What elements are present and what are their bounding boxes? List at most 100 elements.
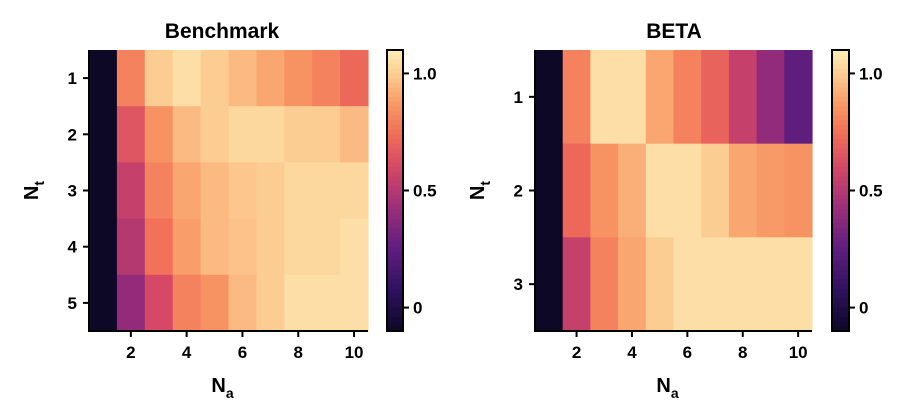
heatmap-cell-r2-c9 — [312, 106, 341, 163]
heatmap-cell-r5-c1 — [89, 274, 118, 332]
colorbar-segment — [387, 68, 403, 75]
colorbar-segment — [387, 171, 403, 178]
heatmap-cell-r1-c8 — [728, 50, 758, 145]
colorbar-segment — [387, 279, 403, 285]
y-tick-label: 1 — [514, 88, 523, 107]
colorbar-segment — [832, 195, 849, 201]
heatmap-cell-r1-c2 — [562, 50, 591, 145]
colorbar-segment — [387, 82, 403, 89]
x-tick-label: 6 — [683, 343, 692, 362]
heatmap-cell-r2-c1 — [535, 143, 564, 238]
heatmap-cell-r2-c10 — [784, 143, 813, 238]
heatmap-cell-r1-c5 — [645, 50, 675, 145]
colorbar-segment — [832, 246, 849, 252]
colorbar-segment — [832, 260, 849, 267]
y-axis-label: Nt — [21, 181, 47, 200]
heatmap-cell-r1-c9 — [312, 50, 341, 107]
heatmap-cell-r4-c1 — [89, 218, 118, 276]
heatmap-cell-r4-c6 — [228, 218, 257, 276]
x-tick-label: 10 — [789, 343, 808, 362]
colorbar-segment — [387, 316, 403, 323]
colorbar-segment — [832, 326, 849, 332]
colorbar-segment — [387, 270, 403, 276]
x-tick-label: 2 — [126, 343, 135, 362]
heatmap-cell-r3-c2 — [116, 162, 146, 220]
colorbar-segment — [832, 190, 849, 196]
heatmap-cell-r3-c8 — [284, 162, 313, 220]
colorbar-segment — [387, 134, 403, 140]
heatmap-cell-r3-c9 — [312, 162, 341, 220]
x-tick-label: 8 — [738, 343, 747, 362]
y-tick-label: 3 — [514, 275, 523, 294]
heatmap-cell-r3-c1 — [89, 162, 118, 220]
heatmap-cell-r5-c4 — [172, 274, 202, 332]
colorbar-segment — [387, 190, 403, 196]
colorbar-segment — [387, 120, 403, 126]
y-tick-label: 3 — [68, 182, 77, 201]
colorbar-segment — [832, 59, 849, 65]
colorbar-segment — [832, 298, 849, 304]
colorbar-segment — [387, 242, 403, 248]
colorbar-segment — [832, 68, 849, 75]
heatmap-cell-r3-c10 — [784, 237, 813, 332]
colorbar-segment — [832, 110, 849, 117]
y-tick-label: 4 — [68, 238, 78, 257]
x-tick-label: 4 — [627, 343, 637, 362]
x-tick-label: 10 — [345, 343, 364, 362]
heatmap-cell-r5-c10 — [340, 274, 369, 332]
colorbar-segment — [832, 87, 849, 93]
colorbar-segment — [387, 59, 403, 65]
colorbar-segment — [387, 204, 403, 210]
heatmap-cell-r2-c5 — [645, 143, 675, 238]
colorbar-segment — [832, 279, 849, 285]
heatmap-cell-r3-c5 — [645, 237, 675, 332]
colorbar-segment — [387, 213, 403, 220]
x-tick-label: 8 — [294, 343, 303, 362]
colorbar-segment — [387, 129, 403, 135]
colorbar-segment — [387, 78, 403, 84]
colorbar-segment — [832, 223, 849, 229]
colorbar-segment — [832, 204, 849, 210]
x-axis-label: Na — [656, 375, 678, 401]
colorbar-segment — [832, 209, 849, 215]
colorbar-segment — [832, 185, 849, 192]
colorbar-segment — [832, 54, 849, 60]
colorbar-segment — [387, 106, 403, 112]
heatmap-cell-r2-c7 — [256, 106, 285, 163]
colorbar-segment — [387, 260, 403, 267]
colorbar-segment — [832, 50, 849, 56]
heatmap-cell-r5-c9 — [312, 274, 341, 332]
heatmap-cell-r3-c10 — [340, 162, 369, 220]
colorbar-segment — [387, 138, 403, 145]
colorbar-segment — [832, 307, 849, 313]
y-tick-label: 2 — [68, 125, 77, 144]
colorbar-segment — [387, 274, 403, 281]
heatmap-cell-r3-c7 — [701, 237, 730, 332]
colorbar-segment — [387, 232, 403, 238]
colorbar-segment — [387, 288, 403, 295]
colorbar: 0 0.5 1.0 — [831, 49, 883, 332]
heatmap-cell-r4-c2 — [116, 218, 146, 276]
colorbar-segment — [832, 148, 849, 154]
x-tick-label: 4 — [182, 343, 192, 362]
colorbar-segment — [832, 321, 849, 327]
colorbar-segment — [387, 96, 403, 103]
heatmap-cell-r3-c4 — [618, 237, 647, 332]
heatmap-cell-r3-c9 — [756, 237, 785, 332]
colorbar-segment — [832, 162, 849, 168]
heatmap-cell-r5-c8 — [284, 274, 313, 332]
colorbar-segment — [832, 270, 849, 276]
heatmap-cell-r5-c5 — [200, 274, 230, 332]
colorbar-segment — [832, 167, 849, 173]
colorbar-segment — [387, 181, 403, 187]
heatmap-cell-r3-c5 — [200, 162, 230, 220]
colorbar-segment — [832, 288, 849, 295]
heatmap-cell-r1-c6 — [228, 50, 257, 107]
colorbar-segment — [387, 162, 403, 168]
colorbar-segment — [387, 176, 403, 182]
y-tick-label: 5 — [68, 294, 77, 313]
colorbar-segment — [832, 129, 849, 135]
colorbar-segment — [832, 284, 849, 290]
colorbar-segment — [387, 237, 403, 243]
colorbar-segment — [832, 134, 849, 140]
